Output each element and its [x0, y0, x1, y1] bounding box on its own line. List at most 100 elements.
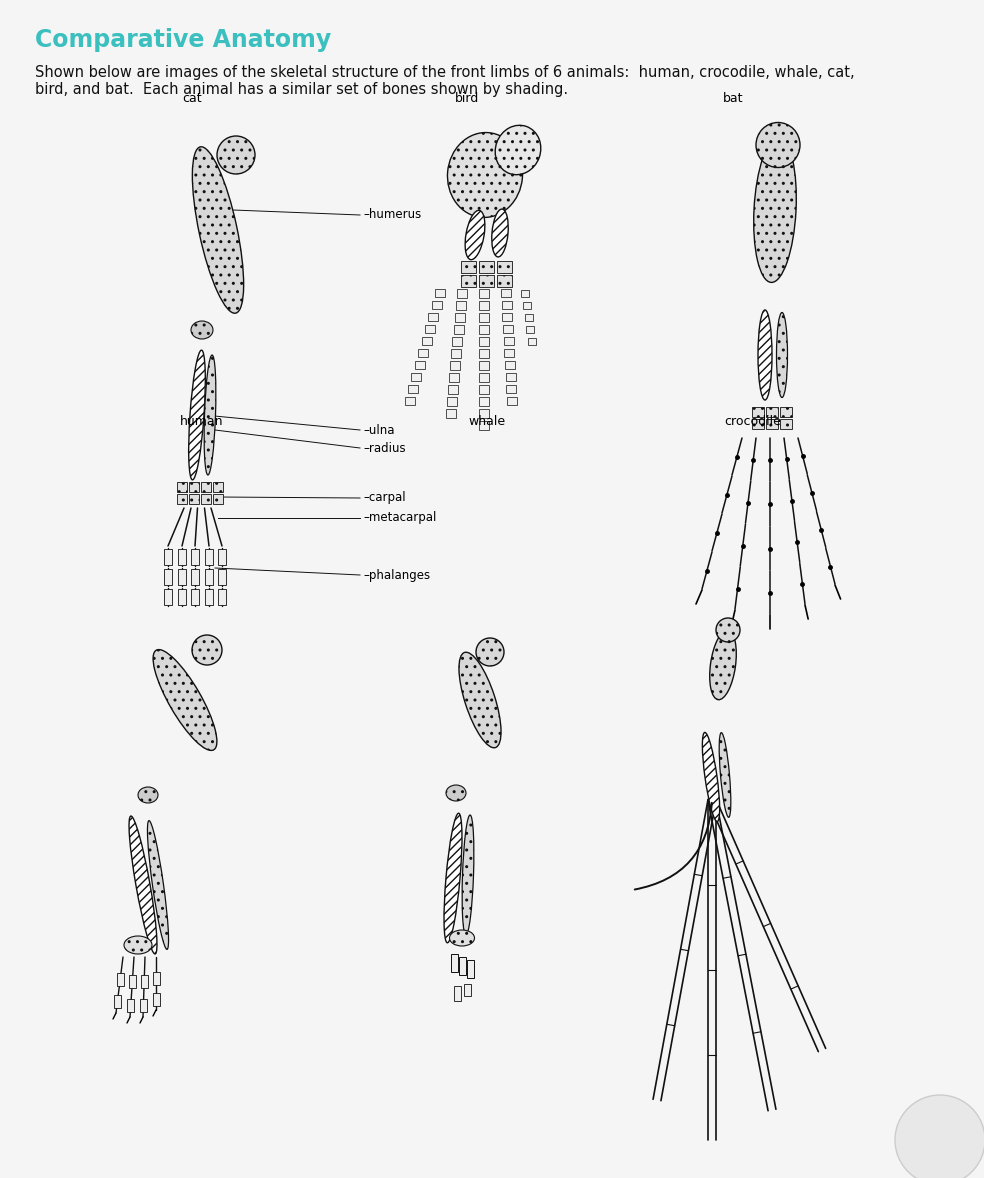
Bar	[479, 384, 489, 393]
Bar	[524, 313, 532, 320]
Ellipse shape	[192, 635, 222, 666]
Ellipse shape	[459, 653, 501, 748]
Bar	[411, 373, 421, 380]
Text: whale: whale	[468, 415, 506, 428]
Bar	[449, 372, 460, 382]
Bar	[459, 957, 465, 975]
Bar	[479, 312, 489, 322]
Bar	[117, 973, 124, 986]
Ellipse shape	[217, 135, 255, 174]
Bar	[478, 274, 494, 287]
Bar	[140, 999, 147, 1012]
Bar	[521, 290, 529, 297]
Bar	[164, 589, 172, 605]
Ellipse shape	[448, 133, 523, 218]
Ellipse shape	[492, 209, 509, 257]
Bar	[428, 313, 438, 320]
Bar	[461, 262, 475, 273]
Ellipse shape	[124, 937, 152, 954]
Bar	[435, 289, 445, 297]
Bar	[780, 408, 792, 417]
Bar	[461, 274, 475, 287]
Ellipse shape	[148, 821, 168, 949]
Text: bird, and bat.  Each animal has a similar set of bones shown by shading.: bird, and bat. Each animal has a similar…	[35, 82, 568, 97]
Bar	[418, 349, 428, 357]
Bar	[141, 974, 148, 987]
Circle shape	[895, 1096, 984, 1178]
Bar	[189, 482, 199, 492]
Bar	[177, 494, 187, 504]
Bar	[452, 349, 461, 357]
Bar	[127, 999, 134, 1012]
Text: cat: cat	[182, 92, 202, 105]
Bar	[466, 960, 473, 978]
Ellipse shape	[758, 310, 772, 401]
Text: Shown below are images of the skeletal structure of the front limbs of 6 animals: Shown below are images of the skeletal s…	[35, 65, 855, 80]
Bar	[505, 349, 515, 357]
Ellipse shape	[462, 815, 474, 935]
Bar	[415, 360, 425, 369]
Bar	[478, 262, 494, 273]
Bar	[448, 384, 458, 393]
Bar	[213, 494, 223, 504]
Bar	[766, 419, 778, 429]
Bar	[432, 302, 442, 309]
Bar	[752, 419, 764, 429]
Text: –radius: –radius	[363, 442, 405, 455]
Bar	[451, 360, 461, 370]
Ellipse shape	[465, 211, 485, 259]
Bar	[504, 337, 514, 345]
Bar	[218, 569, 226, 585]
Bar	[463, 984, 470, 997]
Bar	[189, 494, 199, 504]
Text: Comparative Anatomy: Comparative Anatomy	[35, 28, 332, 52]
Bar	[502, 302, 512, 309]
Bar	[479, 337, 489, 345]
Ellipse shape	[756, 123, 800, 167]
Text: –ulna: –ulna	[363, 424, 395, 437]
Bar	[528, 338, 536, 344]
Bar	[213, 482, 223, 492]
Bar	[421, 337, 432, 345]
Bar	[178, 549, 186, 565]
Bar	[479, 397, 489, 405]
Bar	[479, 349, 489, 357]
Ellipse shape	[495, 125, 541, 174]
Bar	[479, 289, 489, 298]
Ellipse shape	[754, 138, 796, 283]
Text: –metacarpal: –metacarpal	[363, 511, 436, 524]
Bar	[479, 372, 489, 382]
Text: crocodile: crocodile	[724, 415, 781, 428]
Text: bird: bird	[456, 92, 479, 105]
Bar	[201, 494, 211, 504]
Bar	[479, 300, 489, 310]
Ellipse shape	[446, 785, 466, 801]
Ellipse shape	[189, 350, 206, 479]
Text: –humerus: –humerus	[363, 209, 421, 221]
Text: –phalanges: –phalanges	[363, 569, 430, 582]
Text: –carpal: –carpal	[363, 491, 405, 504]
Bar	[455, 312, 464, 322]
Bar	[153, 993, 159, 1006]
Bar	[191, 589, 199, 605]
Bar	[191, 569, 199, 585]
Ellipse shape	[138, 787, 158, 803]
Bar	[503, 313, 513, 320]
Bar	[425, 325, 435, 333]
Bar	[205, 569, 213, 585]
Ellipse shape	[719, 733, 731, 818]
Ellipse shape	[154, 649, 216, 750]
Bar	[205, 589, 213, 605]
Bar	[507, 397, 518, 405]
Bar	[191, 549, 199, 565]
Bar	[479, 421, 489, 430]
Bar	[497, 262, 512, 273]
Bar	[766, 408, 778, 417]
Bar	[497, 274, 512, 287]
Bar	[505, 360, 515, 369]
Bar	[479, 360, 489, 370]
Bar	[408, 385, 418, 393]
Bar	[446, 409, 456, 417]
Bar	[178, 589, 186, 605]
Ellipse shape	[450, 929, 474, 946]
